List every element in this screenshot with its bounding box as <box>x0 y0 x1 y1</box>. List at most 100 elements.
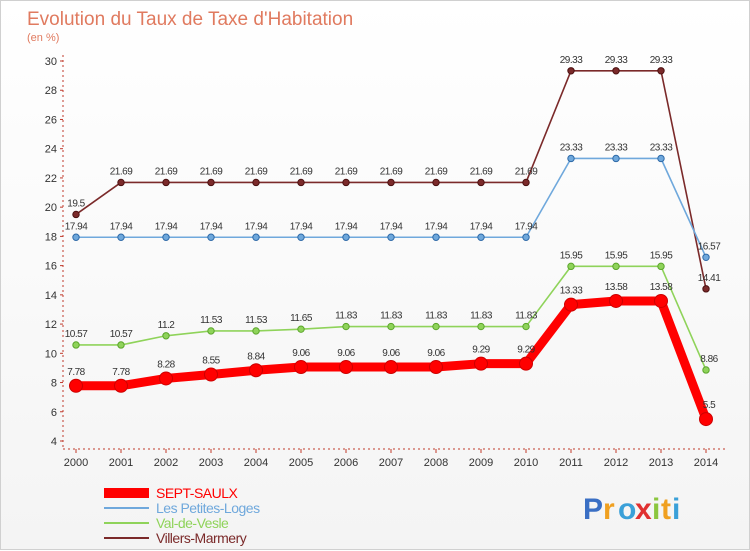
data-label: 29.33 <box>560 55 583 66</box>
data-label: 11.83 <box>425 311 448 322</box>
axes: 4 6 8 10 12 14 16 18 20 22 24 26 28 30 2000 2001 2002 200… <box>45 55 726 469</box>
data-label: 21.69 <box>425 166 448 177</box>
data-label: 17.94 <box>245 221 268 232</box>
data-point <box>432 233 440 241</box>
data-point <box>612 67 620 75</box>
data-label: 11.65 <box>290 313 313 324</box>
x-tick-label: 2012 <box>604 457 628 469</box>
data-label: 21.69 <box>335 166 358 177</box>
y-tick-label: 14 <box>45 290 57 302</box>
data-point <box>117 233 125 241</box>
data-label: 9.29 <box>517 345 535 356</box>
data-point <box>477 233 485 241</box>
data-point <box>702 253 710 261</box>
y-tick-label: 8 <box>51 378 57 390</box>
data-point <box>477 322 485 331</box>
data-label: 11.83 <box>335 311 358 322</box>
data-point <box>519 356 533 371</box>
data-label: 9.06 <box>382 348 400 359</box>
y-tick-label: 10 <box>45 348 57 360</box>
data-label: 21.69 <box>200 166 223 177</box>
x-tick-label: 2007 <box>379 457 403 469</box>
data-label: 9.06 <box>292 348 310 359</box>
y-tick-label: 20 <box>45 202 57 214</box>
x-tick-label: 2008 <box>424 457 448 469</box>
data-point <box>252 233 260 241</box>
data-label: 9.29 <box>472 345 490 356</box>
data-point <box>474 356 488 371</box>
data-point <box>522 233 530 241</box>
data-point <box>162 233 170 241</box>
y-tick-label: 18 <box>45 231 57 243</box>
data-point <box>522 178 530 187</box>
data-label: 11.53 <box>200 315 223 326</box>
data-point <box>657 67 665 75</box>
data-point <box>117 178 125 187</box>
data-label: 17.94 <box>335 221 358 232</box>
data-point <box>342 322 350 331</box>
chart-subtitle: (en %) <box>27 32 59 44</box>
data-point <box>117 341 125 349</box>
data-point <box>657 262 665 271</box>
data-point <box>207 178 215 187</box>
logo-letter: x <box>635 493 652 526</box>
x-tick-label: 2000 <box>64 457 88 469</box>
data-label: 5.5 <box>703 400 716 411</box>
x-tick-label: 2006 <box>334 457 358 469</box>
data-point <box>702 366 710 374</box>
data-label: 21.69 <box>380 166 403 177</box>
x-tick-label: 2004 <box>244 457 268 469</box>
chart-title: Evolution du Taux de Taxe d'Habitation <box>27 9 353 30</box>
data-point <box>387 233 395 241</box>
data-label: 15.95 <box>560 250 583 261</box>
data-label: 13.58 <box>650 282 673 293</box>
logo-letter: i <box>652 493 660 526</box>
data-point <box>432 178 440 187</box>
data-point <box>699 412 713 427</box>
x-tick-label: 2011 <box>559 457 583 469</box>
logo-letter: r <box>603 493 615 526</box>
data-point <box>204 367 218 382</box>
data-point <box>249 363 263 378</box>
data-label: 29.33 <box>650 55 673 66</box>
data-label: 21.69 <box>155 166 178 177</box>
y-tick-label: 28 <box>45 85 57 97</box>
data-point <box>612 154 620 163</box>
y-tick-label: 12 <box>45 319 57 331</box>
data-label: 21.69 <box>290 166 313 177</box>
data-point <box>339 360 353 375</box>
data-label: 17.94 <box>65 221 88 232</box>
data-labels: 7.78 7.78 8.28 8.55 8.84 9.06 9.06 9.06 9.06 9.29… <box>65 55 722 411</box>
data-point <box>207 327 215 335</box>
data-label: 11.83 <box>515 311 538 322</box>
data-label: 13.58 <box>605 282 628 293</box>
data-point <box>567 67 575 75</box>
x-tick-label: 2001 <box>109 457 133 469</box>
y-tick-label: 24 <box>45 144 57 156</box>
data-label: 8.28 <box>157 359 175 370</box>
data-label: 23.33 <box>605 142 628 153</box>
data-point <box>702 285 710 293</box>
data-point <box>612 262 620 271</box>
data-label: 7.78 <box>67 367 85 378</box>
logo-letter: t <box>661 493 671 526</box>
data-point <box>387 178 395 187</box>
logo-letter: o <box>618 493 636 526</box>
data-point <box>429 360 443 375</box>
data-label: 8.55 <box>202 356 220 367</box>
data-label: 21.69 <box>110 166 133 177</box>
x-tick-label: 2002 <box>154 457 178 469</box>
data-point <box>564 297 578 312</box>
data-label: 10.57 <box>65 329 88 340</box>
data-label: 17.94 <box>425 221 448 232</box>
data-point <box>69 378 83 393</box>
legend-label: Villers-Marmery <box>156 530 247 546</box>
y-tick-label: 6 <box>51 407 57 419</box>
data-point <box>342 233 350 241</box>
data-label: 11.53 <box>245 315 268 326</box>
data-label: 23.33 <box>650 142 673 153</box>
